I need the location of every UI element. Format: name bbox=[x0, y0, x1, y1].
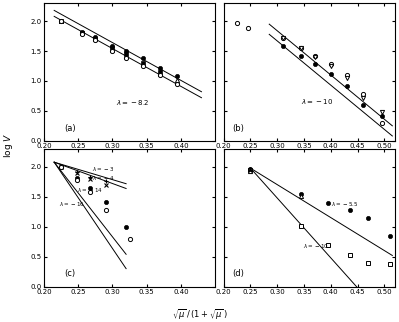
Text: (c): (c) bbox=[65, 269, 75, 278]
Text: $\sqrt{\mu}\,/\,(1+\sqrt{\mu}\,)$: $\sqrt{\mu}\,/\,(1+\sqrt{\mu}\,)$ bbox=[172, 308, 227, 322]
Text: $\lambda = -8.2$: $\lambda = -8.2$ bbox=[116, 98, 150, 107]
Text: $\lambda = -16$: $\lambda = -16$ bbox=[59, 200, 85, 208]
Text: $\lambda = -10$: $\lambda = -10$ bbox=[301, 97, 334, 106]
Text: (d): (d) bbox=[232, 269, 244, 278]
Text: $\lambda = -10$: $\lambda = -10$ bbox=[303, 242, 329, 250]
Text: (a): (a) bbox=[65, 124, 76, 133]
Text: log $V$: log $V$ bbox=[2, 132, 15, 157]
Text: $\lambda = -4$: $\lambda = -4$ bbox=[92, 174, 114, 182]
Text: $\lambda = -5.5$: $\lambda = -5.5$ bbox=[331, 200, 358, 208]
Text: $\lambda = -3$: $\lambda = -3$ bbox=[92, 165, 114, 173]
Text: (b): (b) bbox=[232, 124, 244, 133]
Text: $\lambda = -14$: $\lambda = -14$ bbox=[77, 186, 103, 194]
